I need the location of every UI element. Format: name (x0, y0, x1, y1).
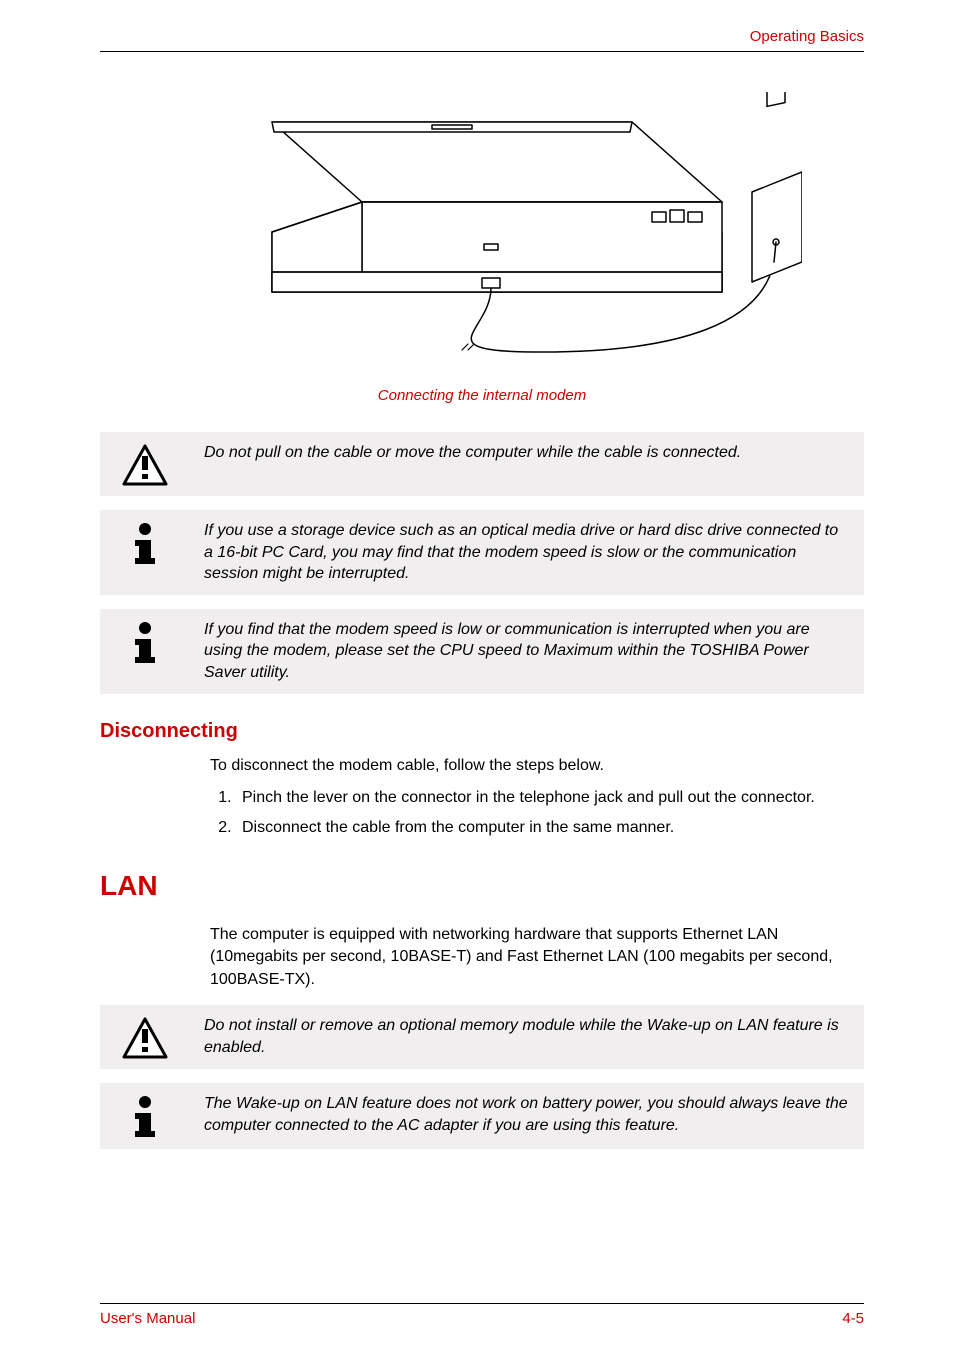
page-footer: User's Manual 4-5 (100, 1303, 864, 1327)
callout-text: Do not install or remove an optional mem… (204, 1015, 850, 1058)
divider-top (100, 51, 864, 52)
disconnecting-intro: To disconnect the modem cable, follow th… (210, 755, 864, 777)
footer-right: 4-5 (842, 1310, 864, 1327)
callout-text: If you find that the modem speed is low … (204, 619, 850, 684)
heading-disconnecting: Disconnecting (100, 720, 864, 743)
callout-info-wakeup: The Wake-up on LAN feature does not work… (100, 1083, 864, 1149)
callout-warning-cable: Do not pull on the cable or move the com… (100, 432, 864, 496)
laptop-modem-illustration (162, 92, 802, 372)
heading-lan: LAN (100, 870, 864, 902)
callout-text: If you use a storage device such as an o… (204, 520, 850, 585)
footer-left: User's Manual (100, 1310, 195, 1327)
callout-warning-memory: Do not install or remove an optional mem… (100, 1005, 864, 1069)
header-section: Operating Basics (100, 28, 864, 45)
callout-text: Do not pull on the cable or move the com… (204, 442, 850, 464)
info-icon (125, 621, 165, 665)
info-icon (125, 1095, 165, 1139)
divider-bottom (100, 1303, 864, 1304)
callout-text: The Wake-up on LAN feature does not work… (204, 1093, 850, 1136)
warning-icon (122, 444, 168, 486)
step-item: Pinch the lever on the connector in the … (236, 787, 864, 809)
callout-info-storage: If you use a storage device such as an o… (100, 510, 864, 595)
disconnecting-steps: Pinch the lever on the connector in the … (210, 787, 864, 840)
callout-info-cpu: If you find that the modem speed is low … (100, 609, 864, 694)
info-icon (125, 522, 165, 566)
figure-caption: Connecting the internal modem (100, 387, 864, 404)
step-item: Disconnect the cable from the computer i… (236, 817, 864, 839)
figure-modem: Connecting the internal modem (100, 92, 864, 404)
lan-intro: The computer is equipped with networking… (210, 924, 864, 991)
warning-icon (122, 1017, 168, 1059)
